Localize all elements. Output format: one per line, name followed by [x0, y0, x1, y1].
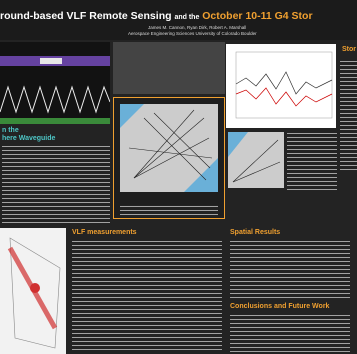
- body-text: [2, 145, 110, 225]
- title: round-based VLF Remote Sensing and the O…: [0, 10, 313, 22]
- section-heading: Spatial Results: [230, 229, 280, 236]
- title-part: and the: [174, 14, 199, 21]
- body-text: [340, 60, 357, 170]
- poster: round-based VLF Remote Sensing and the O…: [0, 0, 357, 354]
- body-text: [230, 314, 350, 352]
- caption: [120, 205, 218, 217]
- section-heading: n the: [2, 127, 19, 135]
- body-text: [287, 132, 337, 190]
- section-heading: here Waveguide: [2, 135, 55, 143]
- map-figure: [114, 98, 224, 198]
- body-text: [230, 240, 350, 300]
- section-heading: Stor: [342, 46, 356, 53]
- map-figure: [228, 132, 284, 188]
- title-part: October 10-11 G4 Stor: [202, 10, 312, 22]
- affiliation: Aerospace Engineering Sciences Universit…: [128, 31, 257, 36]
- figure-box: [113, 97, 225, 219]
- authors: James M. Cannon, Ryan Dirk, Robert A. Ma…: [148, 25, 246, 30]
- waveguide-figure: [0, 42, 110, 124]
- time-series-plot: [226, 44, 336, 128]
- map-figure: [0, 228, 66, 354]
- section-heading: Conclusions and Future Work: [230, 303, 329, 310]
- section-heading: VLF measurements: [72, 229, 137, 236]
- body-text: [72, 240, 222, 352]
- title-part: round-based VLF Remote Sensing: [0, 10, 172, 22]
- photo: [113, 42, 225, 94]
